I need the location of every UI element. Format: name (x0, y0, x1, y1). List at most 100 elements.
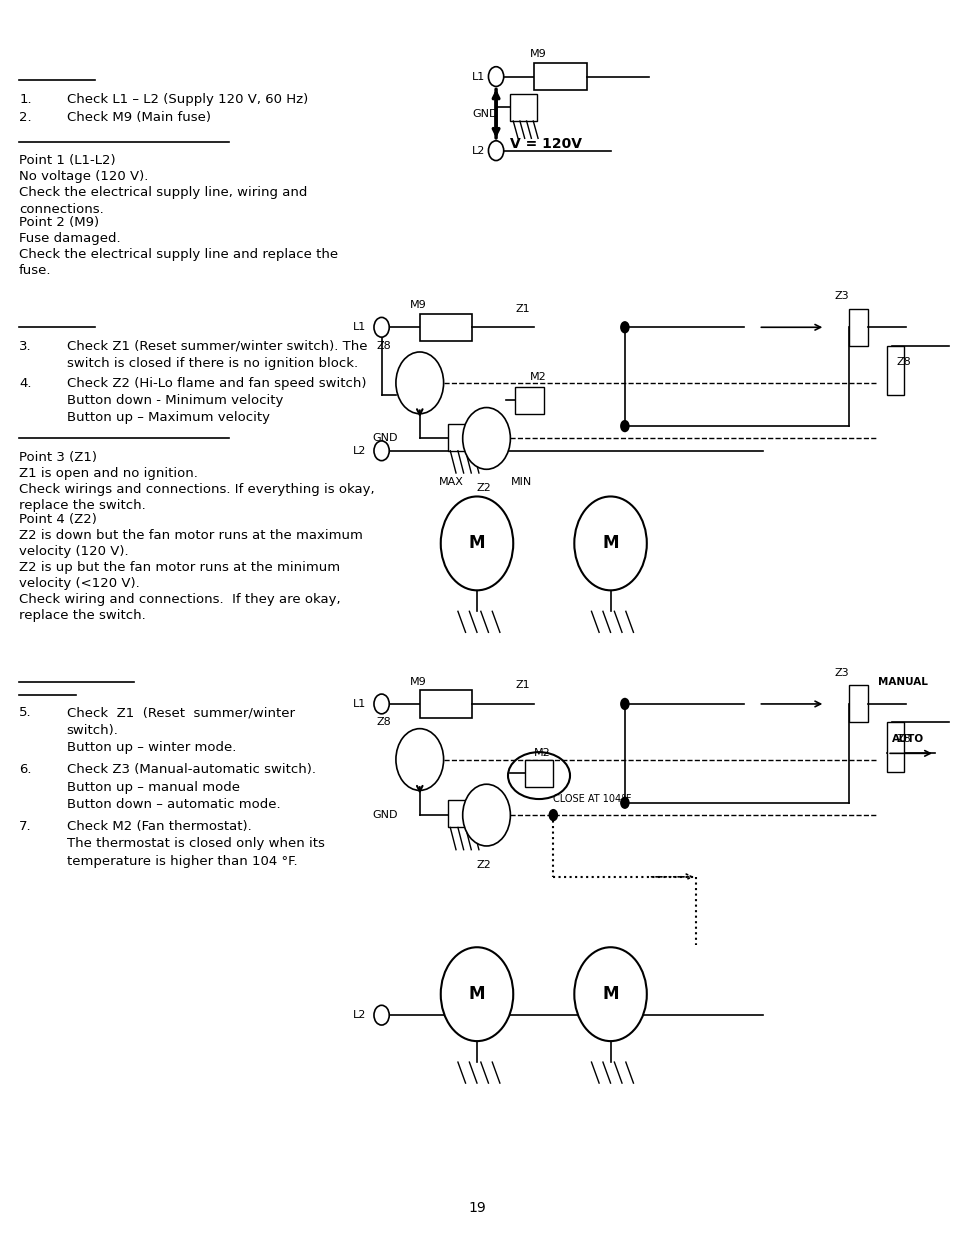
Circle shape (619, 698, 629, 710)
Circle shape (619, 797, 629, 809)
Text: Z8: Z8 (896, 734, 910, 743)
Text: 5.: 5. (19, 706, 31, 720)
Circle shape (440, 947, 513, 1041)
Circle shape (374, 317, 389, 337)
Text: M: M (601, 986, 618, 1003)
Bar (524, 760, 553, 787)
Text: Check M2 (Fan thermostat).: Check M2 (Fan thermostat). (67, 820, 252, 834)
Text: L2: L2 (353, 446, 366, 456)
Circle shape (395, 729, 443, 790)
Circle shape (574, 947, 646, 1041)
Text: Check the electrical supply line and replace the: Check the electrical supply line and rep… (19, 248, 338, 262)
Circle shape (488, 141, 503, 161)
Text: switch is closed if there is no ignition block.: switch is closed if there is no ignition… (67, 357, 357, 370)
Text: Check the electrical supply line, wiring and: Check the electrical supply line, wiring… (19, 186, 307, 200)
Text: L1: L1 (353, 699, 366, 709)
Text: replace the switch.: replace the switch. (19, 609, 146, 622)
Text: L1: L1 (472, 72, 485, 82)
Text: M: M (601, 535, 618, 552)
Text: Point 3 (Z1): Point 3 (Z1) (19, 451, 97, 464)
Text: velocity (120 V).: velocity (120 V). (19, 545, 129, 558)
Circle shape (374, 1005, 389, 1025)
Text: Point 1 (L1-L2): Point 1 (L1-L2) (19, 154, 115, 168)
Text: 19: 19 (468, 1200, 485, 1215)
Text: 1.: 1. (19, 93, 31, 106)
Bar (534, 63, 586, 90)
Text: MAX: MAX (438, 477, 463, 487)
Text: L2: L2 (353, 1010, 366, 1020)
Text: Check Z1 (Reset summer/winter switch). The: Check Z1 (Reset summer/winter switch). T… (67, 340, 367, 353)
Text: MIN: MIN (510, 477, 531, 487)
Text: Check Z3 (Manual-automatic switch).: Check Z3 (Manual-automatic switch). (67, 763, 315, 777)
Text: Z8: Z8 (376, 341, 391, 351)
Text: Z3: Z3 (834, 291, 848, 301)
Bar (448, 800, 476, 827)
Text: CLOSE AT 104°F: CLOSE AT 104°F (553, 794, 631, 804)
Text: Fuse damaged.: Fuse damaged. (19, 232, 121, 246)
Circle shape (619, 321, 629, 333)
Text: Z1: Z1 (515, 304, 529, 314)
Circle shape (374, 441, 389, 461)
Bar (419, 690, 472, 718)
Bar (419, 314, 472, 341)
Text: Check L1 – L2 (Supply 120 V, 60 Hz): Check L1 – L2 (Supply 120 V, 60 Hz) (67, 93, 308, 106)
Text: L1: L1 (353, 322, 366, 332)
Text: No voltage (120 V).: No voltage (120 V). (19, 170, 149, 184)
Text: switch).: switch). (67, 724, 118, 737)
Text: fuse.: fuse. (19, 264, 51, 278)
Text: Check  Z1  (Reset  summer/winter: Check Z1 (Reset summer/winter (67, 706, 294, 720)
Text: M: M (468, 535, 485, 552)
Circle shape (440, 496, 513, 590)
Text: 7.: 7. (19, 820, 31, 834)
Text: Button down – automatic mode.: Button down – automatic mode. (67, 798, 280, 811)
Text: AUTO: AUTO (891, 734, 923, 743)
Text: Check M9 (Main fuse): Check M9 (Main fuse) (67, 111, 211, 125)
Circle shape (374, 694, 389, 714)
Text: Button up – winter mode.: Button up – winter mode. (67, 741, 236, 755)
Text: Z1: Z1 (515, 680, 529, 690)
Circle shape (462, 408, 510, 469)
Text: M9: M9 (529, 49, 546, 59)
Text: connections.: connections. (19, 203, 104, 216)
Bar (848, 685, 867, 722)
Text: V = 120V: V = 120V (510, 137, 581, 152)
Text: M9: M9 (410, 677, 427, 687)
Text: M2: M2 (534, 748, 551, 758)
Text: Point 2 (M9): Point 2 (M9) (19, 216, 99, 230)
Text: Check wirings and connections. If everything is okay,: Check wirings and connections. If everyt… (19, 483, 375, 496)
Text: Button up – manual mode: Button up – manual mode (67, 781, 239, 794)
Bar (886, 722, 903, 772)
Text: Z8: Z8 (376, 718, 391, 727)
Text: Point 4 (Z2): Point 4 (Z2) (19, 513, 97, 526)
Text: Z1 is open and no ignition.: Z1 is open and no ignition. (19, 467, 198, 480)
Text: Z8: Z8 (896, 357, 910, 367)
Text: M: M (468, 986, 485, 1003)
Text: Z2: Z2 (476, 483, 491, 493)
Text: M9: M9 (410, 300, 427, 310)
Bar (515, 387, 543, 414)
Bar (848, 309, 867, 346)
Text: M2: M2 (529, 372, 546, 382)
Text: 6.: 6. (19, 763, 31, 777)
Text: GND: GND (372, 433, 397, 443)
Circle shape (488, 67, 503, 86)
Text: Check Z2 (Hi-Lo flame and fan speed switch): Check Z2 (Hi-Lo flame and fan speed swit… (67, 377, 366, 390)
Text: temperature is higher than 104 °F.: temperature is higher than 104 °F. (67, 855, 297, 868)
Text: replace the switch.: replace the switch. (19, 499, 146, 513)
Text: 3.: 3. (19, 340, 31, 353)
Text: The thermostat is closed only when its: The thermostat is closed only when its (67, 837, 324, 851)
Text: Z2: Z2 (476, 860, 491, 869)
Text: Z3: Z3 (834, 668, 848, 678)
Bar (510, 94, 537, 121)
Text: Button down - Minimum velocity: Button down - Minimum velocity (67, 394, 283, 408)
Text: velocity (<120 V).: velocity (<120 V). (19, 577, 140, 590)
Text: GND: GND (372, 810, 397, 820)
Circle shape (548, 809, 558, 821)
Text: 2.: 2. (19, 111, 31, 125)
Circle shape (395, 352, 443, 414)
Text: 4.: 4. (19, 377, 31, 390)
Bar (448, 424, 476, 451)
Text: L2: L2 (472, 146, 485, 156)
Text: MANUAL: MANUAL (877, 677, 926, 687)
Circle shape (462, 784, 510, 846)
